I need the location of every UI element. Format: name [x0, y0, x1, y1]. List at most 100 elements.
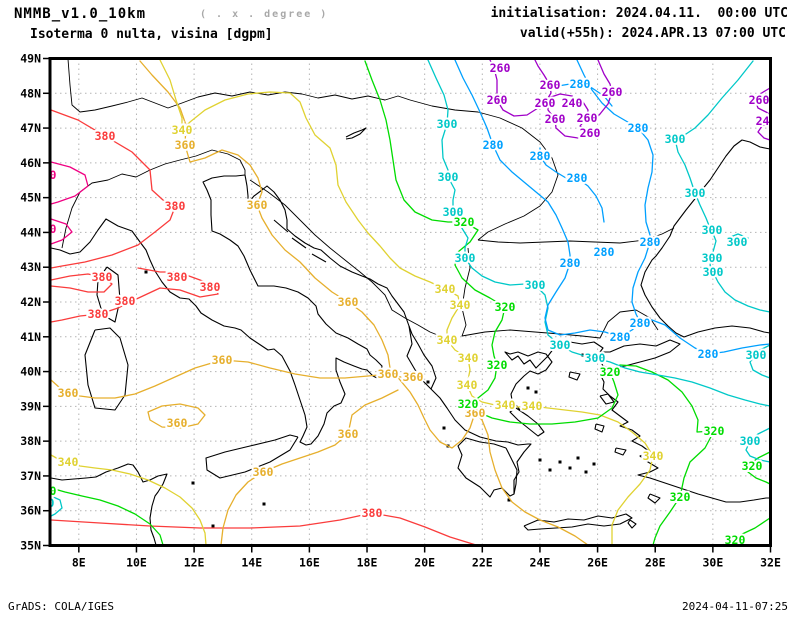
svg-text:260: 260 [749, 93, 770, 107]
svg-text:340: 340 [495, 398, 516, 412]
svg-text:280: 280 [594, 245, 615, 259]
svg-text:18E: 18E [357, 556, 378, 570]
svg-text:37N: 37N [20, 469, 41, 483]
svg-text:320: 320 [454, 215, 475, 229]
svg-text:320: 320 [704, 424, 725, 438]
initialisation-time: initialisation: 2024.04.11. 00:00 UTC [490, 6, 788, 21]
svg-text:400: 400 [36, 222, 57, 236]
svg-text:32E: 32E [760, 556, 781, 570]
svg-text:280: 280 [560, 256, 581, 270]
svg-text:240: 240 [562, 96, 583, 110]
svg-text:260: 260 [545, 112, 566, 126]
svg-text:320: 320 [725, 533, 746, 547]
svg-text:360: 360 [403, 370, 424, 384]
svg-text:380: 380 [200, 280, 221, 294]
svg-text:300: 300 [437, 117, 458, 131]
svg-text:300: 300 [443, 205, 464, 219]
svg-text:360: 360 [167, 416, 188, 430]
svg-text:300: 300 [740, 434, 761, 448]
model-title: NMMB_v1.0_10km [14, 6, 147, 22]
svg-text:260: 260 [540, 78, 561, 92]
svg-text:280: 280 [530, 149, 551, 163]
valid-time: valid(+55h): 2024.APR.13 07:00 UTC [519, 26, 786, 41]
svg-text:43N: 43N [20, 260, 41, 274]
svg-text:8E: 8E [72, 556, 86, 570]
svg-text:300: 300 [34, 496, 55, 510]
svg-text:340: 340 [437, 333, 458, 347]
svg-text:340: 340 [450, 298, 471, 312]
svg-text:280: 280 [567, 171, 588, 185]
svg-text:260: 260 [602, 85, 623, 99]
svg-text:380: 380 [362, 506, 383, 520]
svg-text:20E: 20E [414, 556, 435, 570]
svg-text:14E: 14E [241, 556, 262, 570]
svg-text:320: 320 [487, 358, 508, 372]
svg-text:260: 260 [580, 126, 601, 140]
svg-text:260: 260 [577, 111, 598, 125]
svg-text:38N: 38N [20, 434, 41, 448]
svg-text:26E: 26E [587, 556, 608, 570]
svg-text:46N: 46N [20, 156, 41, 170]
svg-text:22E: 22E [472, 556, 493, 570]
svg-text:41N: 41N [20, 330, 41, 344]
svg-text:380: 380 [167, 270, 188, 284]
svg-text:340: 340 [172, 123, 193, 137]
svg-text:320: 320 [742, 459, 763, 473]
svg-text:320: 320 [495, 300, 516, 314]
svg-text:280: 280 [483, 138, 504, 152]
svg-text:380: 380 [92, 270, 113, 284]
svg-text:260: 260 [535, 96, 556, 110]
svg-text:400: 400 [36, 168, 57, 182]
svg-text:300: 300 [727, 235, 748, 249]
svg-text:300: 300 [685, 186, 706, 200]
svg-text:260: 260 [490, 61, 511, 75]
svg-text:280: 280 [630, 316, 651, 330]
svg-text:320: 320 [670, 490, 691, 504]
svg-text:39N: 39N [20, 399, 41, 413]
svg-text:340: 340 [435, 282, 456, 296]
axes: 8E 10E 12E 14E 16E 18E 20E 22E 24E 26E 28E 30E 32E 35… [20, 52, 781, 570]
contour-lines [50, 59, 771, 546]
svg-text:300: 300 [665, 132, 686, 146]
svg-text:28E: 28E [645, 556, 666, 570]
svg-text:300: 300 [550, 338, 571, 352]
svg-text:44N: 44N [20, 225, 41, 239]
svg-text:360: 360 [175, 138, 196, 152]
svg-text:47N: 47N [20, 121, 41, 135]
svg-text:49N: 49N [20, 52, 41, 66]
svg-text:260: 260 [487, 93, 508, 107]
grads-credit: GrADS: COLA/IGES [8, 600, 114, 613]
svg-text:360: 360 [378, 367, 399, 381]
svg-text:300: 300 [438, 170, 459, 184]
svg-text:380: 380 [88, 307, 109, 321]
svg-text:300: 300 [585, 351, 606, 365]
svg-text:42N: 42N [20, 295, 41, 309]
svg-text:360: 360 [58, 386, 79, 400]
svg-text:24E: 24E [530, 556, 551, 570]
svg-text:16E: 16E [299, 556, 320, 570]
svg-text:380: 380 [95, 129, 116, 143]
svg-text:300: 300 [702, 251, 723, 265]
creation-timestamp: 2024-04-11-07:25 [682, 600, 788, 613]
svg-text:320: 320 [458, 397, 479, 411]
svg-text:36N: 36N [20, 504, 41, 518]
svg-text:280: 280 [628, 121, 649, 135]
svg-text:45N: 45N [20, 191, 41, 205]
svg-text:340: 340 [458, 351, 479, 365]
svg-text:340: 340 [643, 449, 664, 463]
svg-text:300: 300 [746, 348, 767, 362]
svg-text:340: 340 [58, 455, 79, 469]
map-frame [48, 57, 772, 547]
grid-lines [50, 58, 771, 546]
field-subtitle: Isoterma 0 nulta, visina [dgpm] [30, 27, 273, 42]
svg-text:340: 340 [457, 378, 478, 392]
grid-resolution-note: ( . x . degree ) [200, 9, 329, 20]
svg-text:300: 300 [702, 223, 723, 237]
svg-text:380: 380 [165, 199, 186, 213]
svg-text:360: 360 [465, 406, 486, 420]
svg-text:280: 280 [610, 330, 631, 344]
svg-text:10E: 10E [126, 556, 147, 570]
